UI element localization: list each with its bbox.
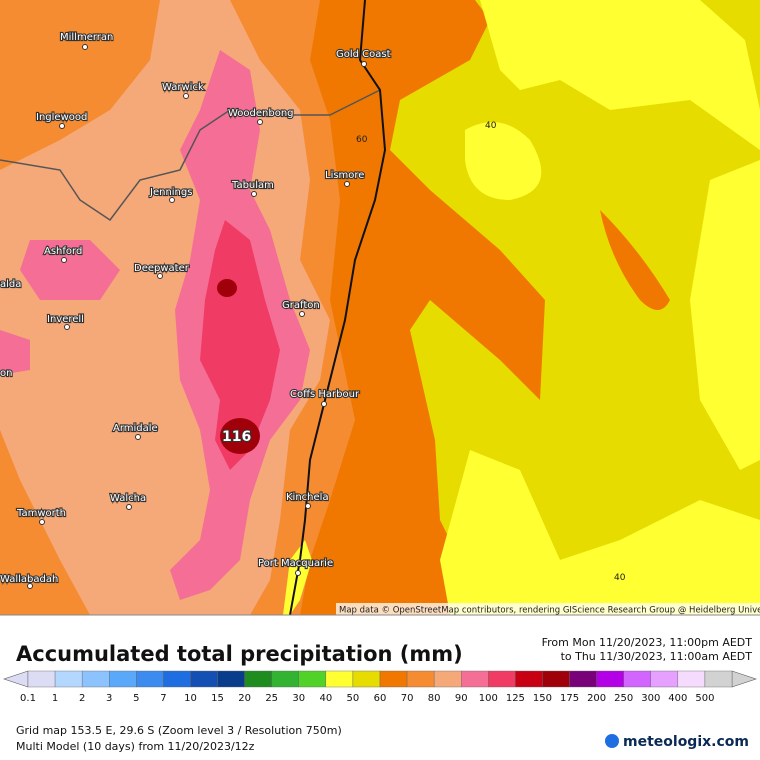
place: Inglewood — [36, 112, 87, 123]
legend-label: 125 — [506, 693, 525, 704]
places: Millmerran Warwick Inglewood Woodenbong … — [0, 31, 392, 589]
place: on — [0, 368, 12, 379]
place: Walcha — [110, 493, 146, 504]
legend-swatch — [217, 670, 245, 688]
legend-label: 0.1 — [20, 693, 36, 704]
legend-swatch — [352, 670, 381, 688]
legend-label: 25 — [265, 693, 278, 704]
legend-swatch — [163, 670, 191, 688]
attribution: Map data © OpenStreetMap contributors, r… — [339, 606, 760, 616]
place: Tamworth — [16, 508, 66, 519]
place: Armidale — [113, 423, 158, 434]
legend-label: 1 — [52, 693, 58, 704]
date-from: From Mon 11/20/2023, 11:00pm AEDT — [542, 636, 753, 649]
place: Deepwater — [134, 263, 190, 274]
legend-label: 3 — [106, 693, 112, 704]
legend-label: 50 — [347, 693, 360, 704]
legend-label: 70 — [401, 693, 414, 704]
legend-label: 80 — [428, 693, 441, 704]
legend-swatch — [109, 670, 137, 688]
legend-swatch — [596, 670, 624, 688]
legend-swatch — [244, 670, 272, 688]
place: Woodenbong — [228, 108, 294, 119]
legend-swatch — [542, 670, 570, 688]
place: Warwick — [162, 82, 204, 93]
legend-swatch — [379, 670, 408, 688]
legend-swatch — [515, 670, 543, 688]
legend-swatch — [54, 670, 83, 688]
legend-swatch — [298, 670, 327, 688]
legend-label: 2 — [79, 693, 85, 704]
legend-label: 60 — [374, 693, 387, 704]
place: Port Macquarie — [258, 558, 333, 569]
legend-label: 200 — [587, 693, 606, 704]
model-info: Multi Model (10 days) from 11/20/2023/12… — [16, 740, 255, 753]
legend-swatch — [406, 670, 435, 688]
legend-label: 15 — [211, 693, 224, 704]
legend-swatch — [650, 670, 679, 688]
date-to: to Thu 11/30/2023, 11:00am AEDT — [561, 650, 753, 663]
logo — [605, 734, 619, 748]
legend-label: 400 — [668, 693, 687, 704]
place: Kinchela — [286, 492, 329, 503]
max-label: 116 — [222, 429, 251, 445]
place: alda — [0, 279, 21, 290]
legend-swatch — [190, 670, 218, 688]
legend-label: 90 — [455, 693, 468, 704]
legend-swatch — [623, 670, 651, 688]
arrow-right — [731, 670, 757, 688]
legend-label: 250 — [614, 693, 633, 704]
legend-label: 40 — [319, 693, 332, 704]
place: Wallabadah — [0, 574, 58, 585]
legend-swatch — [27, 670, 56, 688]
place: Grafton — [282, 300, 320, 311]
legend-label: 7 — [160, 693, 166, 704]
legend-swatch — [433, 670, 462, 688]
legend-swatch — [677, 670, 706, 688]
legend-swatch — [461, 670, 489, 688]
arrow-left — [3, 670, 29, 688]
legend: 0.1 1 2 3 5 7 10 15 20 25 30 40 50 60 70 80 90 100 125 150 1… — [3, 670, 757, 704]
title: Accumulated total precipitation (mm) — [16, 642, 463, 666]
legend-label: 20 — [238, 693, 251, 704]
legend-swatch — [704, 670, 733, 688]
legend-label: 30 — [292, 693, 305, 704]
brand: meteologix.com — [623, 734, 749, 750]
legend-label: 300 — [641, 693, 660, 704]
legend-label: 175 — [560, 693, 579, 704]
contour-label: 40 — [485, 121, 497, 131]
legend-label: 5 — [133, 693, 139, 704]
legend-swatch — [136, 670, 164, 688]
place: Ashford — [44, 246, 82, 257]
place: Coffs Harbour — [290, 389, 360, 400]
grid-info: Grid map 153.5 E, 29.6 S (Zoom level 3 /… — [16, 724, 342, 737]
place: Gold Coast — [336, 49, 391, 60]
contour-label: 60 — [356, 135, 368, 145]
legend-label: 100 — [479, 693, 498, 704]
map — [0, 0, 760, 616]
place: Tabulam — [231, 180, 274, 191]
legend-swatch — [325, 670, 354, 688]
place: Jennings — [149, 187, 192, 198]
place: Millmerran — [60, 32, 113, 43]
legend-swatch — [271, 670, 299, 688]
legend-label: 10 — [184, 693, 197, 704]
place: Lismore — [325, 170, 364, 181]
legend-swatch — [488, 670, 516, 688]
legend-swatch — [569, 670, 597, 688]
legend-swatch — [81, 670, 110, 688]
legend-label: 500 — [695, 693, 714, 704]
contour-label: 40 — [614, 573, 626, 583]
place: Inverell — [47, 314, 84, 325]
legend-label: 150 — [533, 693, 552, 704]
